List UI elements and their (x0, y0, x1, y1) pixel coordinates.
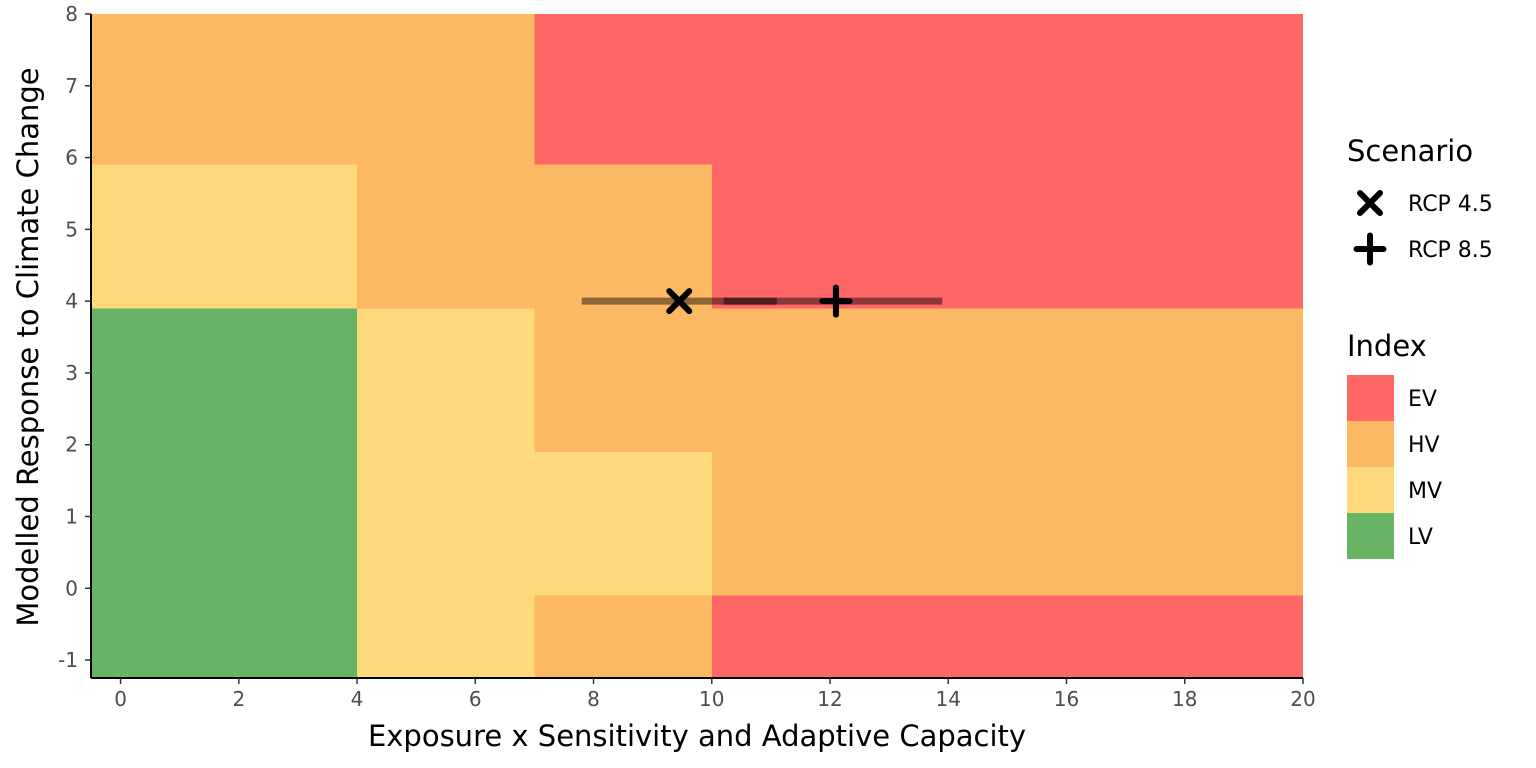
scenario-points (666, 284, 853, 318)
legend-index-label-ev: EV (1408, 387, 1437, 412)
scenario-point-0 (666, 288, 693, 315)
legend-index-items: EV HV MV LV (1347, 375, 1442, 559)
region-ev-8 (534, 14, 1303, 165)
legend-scenario-label-1: RCP 8.5 (1408, 238, 1493, 263)
region-hv-2 (91, 14, 535, 165)
region-hv-4 (357, 164, 535, 309)
legend-index-label-hv: HV (1408, 433, 1440, 458)
x-tick-label-9: 18 (1172, 687, 1197, 711)
legend-index-label-mv: MV (1408, 479, 1442, 504)
y-tick-label-8: 7 (65, 74, 78, 98)
y-tick-label-1: 0 (65, 576, 78, 600)
legend-index-swatch-mv (1347, 467, 1394, 513)
region-hv-5 (534, 595, 712, 678)
x-tick-label-7: 14 (936, 687, 961, 711)
y-axis-title: Modelled Response to Climate Change (11, 67, 45, 626)
y-tick-label-3: 2 (65, 433, 78, 457)
y-tick-label-4: 3 (65, 361, 78, 385)
y-tick-label-0: -1 (58, 648, 78, 672)
y-tick-label-9: 8 (65, 2, 78, 26)
x-tick-label-8: 16 (1054, 687, 1079, 711)
scenario-point-1 (819, 284, 853, 318)
legend: Scenario RCP 4.5 RCP 8.5 Index EV HV MV LV (1347, 134, 1493, 559)
axes (90, 14, 1303, 679)
legend-scenario-label-0: RCP 4.5 (1408, 192, 1493, 217)
x-tick-label-1: 2 (232, 687, 245, 711)
x-tick-label-0: 0 (114, 687, 127, 711)
legend-index-label-lv: LV (1408, 525, 1433, 550)
legend-scenario-key-0 (1357, 190, 1383, 216)
region-mv-6 (534, 451, 712, 596)
x-tick-label-10: 20 (1290, 687, 1315, 711)
x-axis-title: Exposure x Sensitivity and Adaptive Capa… (368, 719, 1026, 753)
y-axis-ticks: -1 0 1 2 3 4 5 6 7 8 (58, 2, 91, 672)
x-tick-label-6: 12 (817, 687, 842, 711)
region-ev-11 (711, 595, 1303, 678)
y-tick-label-2: 1 (65, 504, 78, 528)
x-tick-label-3: 6 (469, 687, 482, 711)
y-tick-label-5: 4 (65, 289, 78, 313)
region-hv-10 (711, 308, 1303, 596)
legend-scenario-items: RCP 4.5 RCP 8.5 (1353, 190, 1493, 266)
legend-scenario-title: Scenario (1347, 134, 1473, 168)
legend-index-swatch-ev (1347, 375, 1394, 421)
x-tick-label-2: 4 (351, 687, 364, 711)
region-mv-1 (91, 164, 358, 309)
region-mv-3 (357, 308, 535, 678)
x-tick-label-4: 8 (587, 687, 600, 711)
y-tick-label-7: 6 (65, 146, 78, 170)
legend-index-swatch-lv (1347, 513, 1394, 559)
x-axis-ticks: 0 2 4 6 8 10 12 14 16 18 20 (114, 678, 1316, 711)
y-tick-label-6: 5 (65, 217, 78, 241)
legend-index-title: Index (1347, 329, 1427, 363)
heatmap-regions (91, 14, 1303, 678)
region-ev-9 (711, 164, 1303, 309)
x-tick-label-5: 10 (699, 687, 724, 711)
region-lv-0 (91, 308, 358, 678)
legend-index-swatch-hv (1347, 421, 1394, 467)
legend-scenario-key-1 (1353, 232, 1387, 266)
